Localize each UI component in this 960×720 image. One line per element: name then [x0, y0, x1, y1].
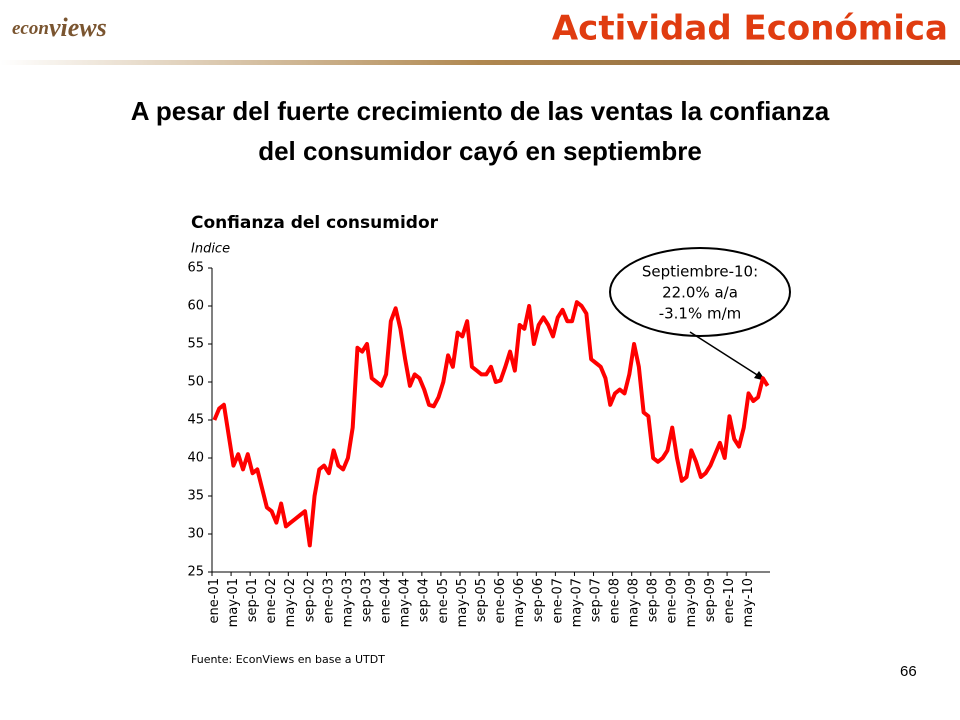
x-tick-label: ene-10	[722, 578, 737, 623]
x-tick-label: ene-04	[379, 578, 394, 623]
page-number: 66	[900, 663, 917, 680]
x-tick-label: may-09	[684, 578, 699, 627]
section-title: Actividad Económica	[552, 9, 948, 49]
y-tick-label: 60	[187, 299, 204, 314]
y-tick-label: 40	[187, 451, 204, 466]
brand: econviews	[12, 13, 107, 42]
x-tick-label: ene-07	[550, 578, 565, 623]
x-tick-label: may-10	[741, 578, 756, 627]
x-tick-label: sep-02	[302, 578, 317, 622]
x-tick-label: sep-04	[417, 578, 432, 622]
x-tick-label: may-01	[226, 578, 241, 627]
x-tick-label: sep-06	[531, 578, 546, 622]
x-tick-label: sep-09	[703, 578, 718, 622]
y-tick-label: 30	[187, 527, 204, 542]
x-tick-label: sep-07	[588, 578, 603, 622]
x-tick-label: may-03	[340, 578, 355, 627]
callout-text: 22.0% a/a	[662, 284, 738, 302]
y-tick-label: 35	[187, 489, 204, 504]
y-tick-label: 45	[187, 413, 204, 428]
chart-title: Confianza del consumidor	[191, 213, 439, 233]
callout-text: Septiembre-10:	[642, 263, 758, 281]
x-tick-label: may-05	[455, 578, 470, 627]
x-tick-label: may-07	[569, 578, 584, 627]
y-tick-label: 25	[187, 565, 204, 580]
x-tick-label: sep-08	[646, 578, 661, 622]
x-tick-label: ene-03	[321, 578, 336, 623]
x-tick-label: sep-03	[360, 578, 375, 622]
x-tick-label: may-02	[283, 578, 298, 627]
y-tick-label: 65	[187, 261, 204, 276]
x-tick-label: ene-09	[665, 578, 680, 623]
data-line	[212, 300, 770, 548]
y-tick-label: 55	[187, 337, 204, 352]
x-tick-label: may-08	[627, 578, 642, 627]
x-tick-label: sep-01	[245, 578, 260, 622]
y-label: Indice	[191, 242, 230, 257]
x-tick-label: may-06	[512, 578, 527, 627]
x-tick-label: sep-05	[474, 578, 489, 622]
x-tick-label: ene-05	[436, 578, 451, 623]
y-tick-label: 50	[187, 375, 204, 390]
x-tick-label: ene-06	[493, 578, 508, 623]
callout	[609, 247, 791, 337]
x-tick-label: may-04	[398, 578, 413, 627]
x-tick-label: ene-01	[207, 578, 222, 623]
callout-arrow	[689, 331, 763, 379]
x-tick-label: ene-08	[608, 578, 623, 623]
headline: A pesar del fuerte crecimiento de las ve…	[131, 96, 830, 126]
header-bar	[0, 60, 960, 65]
x-tick-label: ene-02	[264, 578, 279, 623]
headline: del consumidor cayó en septiembre	[258, 136, 702, 166]
source: Fuente: EconViews en base a UTDT	[191, 653, 385, 666]
callout-text: -3.1% m/m	[659, 305, 742, 323]
